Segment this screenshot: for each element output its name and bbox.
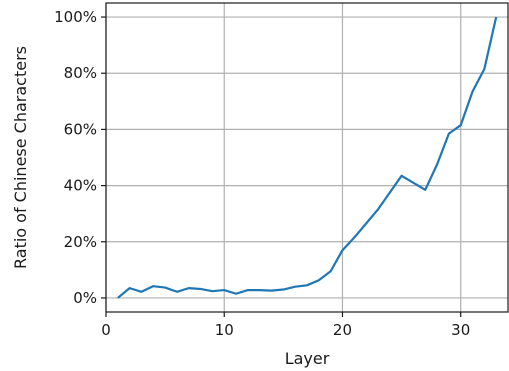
y-tick-label: 20%: [64, 233, 97, 251]
y-axis-ticks: 0% 20% 40% 60% 80% 100%: [54, 8, 106, 307]
x-tick-label: 10: [215, 321, 234, 339]
x-axis-ticks: 0 10 20 30: [101, 312, 470, 339]
plot-area-frame: [105, 2, 509, 313]
y-tick-label: 60%: [64, 120, 97, 138]
y-axis-label: Ratio of Chinese Characters: [11, 46, 30, 269]
x-tick-label: 30: [451, 321, 470, 339]
grid: [105, 3, 508, 312]
y-tick-label: 40%: [64, 177, 97, 195]
y-tick-label: 100%: [54, 8, 97, 26]
y-tick-label: 0%: [73, 289, 97, 307]
x-axis-label: Layer: [285, 349, 330, 368]
x-tick-label: 0: [101, 321, 111, 339]
y-tick-label: 80%: [64, 64, 97, 82]
x-tick-label: 20: [333, 321, 352, 339]
series-line: [117, 16, 498, 299]
